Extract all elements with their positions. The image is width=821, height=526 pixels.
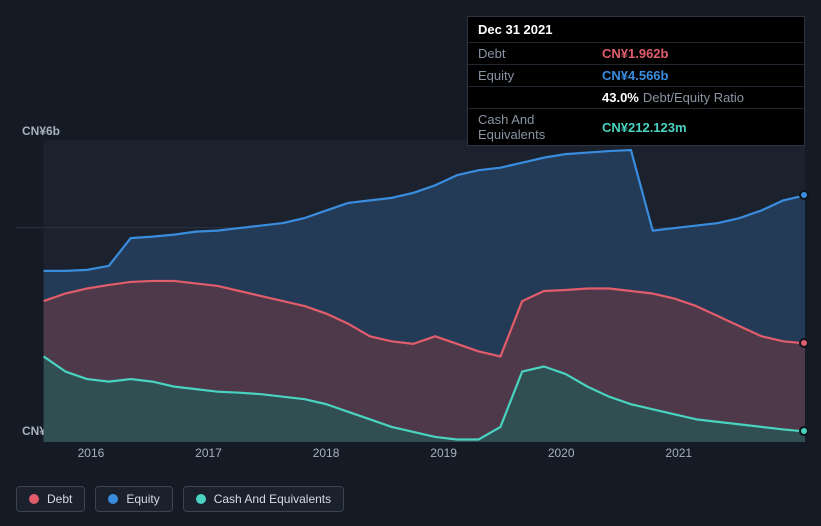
tooltip-date: Dec 31 2021 (468, 17, 804, 43)
legend-label: Cash And Equivalents (214, 492, 331, 506)
tooltip-row-value: 43.0%Debt/Equity Ratio (602, 90, 744, 105)
edge-marker (799, 190, 809, 200)
tooltip-row: DebtCN¥1.962b (468, 43, 804, 65)
legend-label: Equity (126, 492, 159, 506)
edge-marker (799, 426, 809, 436)
tooltip-row-label: Cash And Equivalents (478, 112, 602, 142)
chart-container: Dec 31 2021 DebtCN¥1.962bEquityCN¥4.566b… (0, 0, 821, 526)
tooltip-row-value: CN¥4.566b (602, 68, 668, 83)
tooltip-row-value: CN¥1.962b (602, 46, 668, 61)
tooltip-row: 43.0%Debt/Equity Ratio (468, 87, 804, 109)
legend-item[interactable]: Debt (16, 486, 85, 512)
tooltip-row-value: CN¥212.123m (602, 120, 687, 135)
x-tick-label: 2021 (665, 446, 692, 460)
area-chart[interactable] (16, 140, 805, 442)
y-axis-top-label: CN¥6b (22, 124, 60, 138)
legend-swatch (29, 494, 39, 504)
tooltip-row-label: Debt (478, 46, 602, 61)
x-tick-label: 2018 (313, 446, 340, 460)
x-tick-label: 2017 (195, 446, 222, 460)
legend-swatch (196, 494, 206, 504)
tooltip-row: Cash And EquivalentsCN¥212.123m (468, 109, 804, 145)
legend-swatch (108, 494, 118, 504)
tooltip-box: Dec 31 2021 DebtCN¥1.962bEquityCN¥4.566b… (467, 16, 805, 146)
x-tick-label: 2020 (548, 446, 575, 460)
tooltip-row: EquityCN¥4.566b (468, 65, 804, 87)
chart-plot-wrapper (16, 140, 805, 442)
tooltip-row-suffix: Debt/Equity Ratio (643, 90, 744, 105)
x-tick-label: 2016 (78, 446, 105, 460)
edge-marker (799, 338, 809, 348)
x-axis: 2016 2017 2018 2019 2020 2021 (16, 446, 805, 466)
legend-item[interactable]: Cash And Equivalents (183, 486, 344, 512)
legend-item[interactable]: Equity (95, 486, 172, 512)
x-tick-label: 2019 (430, 446, 457, 460)
legend: Debt Equity Cash And Equivalents (16, 486, 344, 512)
legend-label: Debt (47, 492, 72, 506)
tooltip-row-label: Equity (478, 68, 602, 83)
